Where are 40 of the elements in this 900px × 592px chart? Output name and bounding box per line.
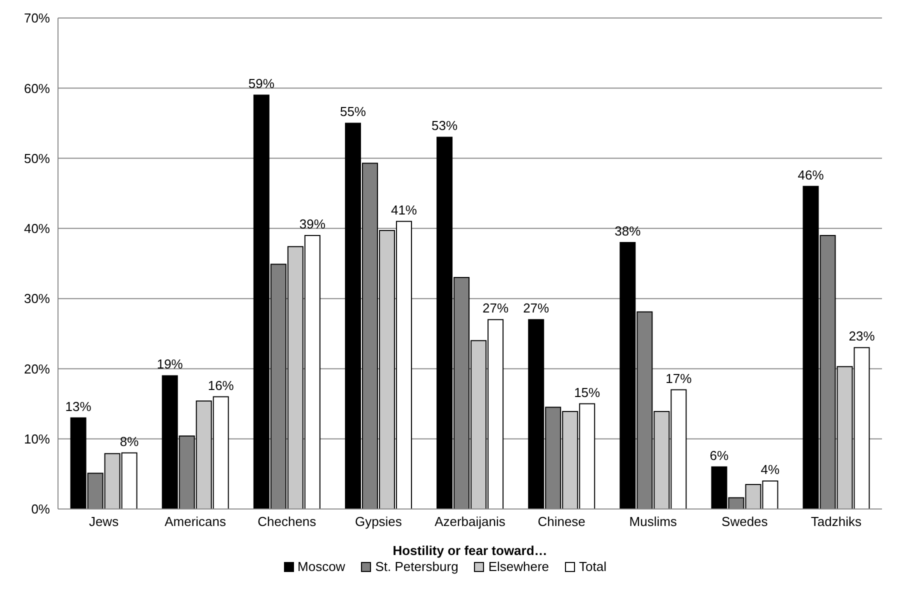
data-label: 8% bbox=[120, 434, 140, 449]
x-tick-label: Jews bbox=[88, 514, 120, 530]
y-tick-label: 60% bbox=[24, 80, 50, 96]
data-label: 38% bbox=[614, 223, 642, 238]
legend-label: Total bbox=[579, 559, 606, 574]
x-tick-label: Gypsies bbox=[354, 514, 402, 530]
x-tick-label: Tadzhiks bbox=[810, 514, 862, 530]
legend-label: St. Petersburg bbox=[375, 559, 458, 574]
data-label: 27% bbox=[482, 300, 509, 316]
legend-label: Moscow bbox=[298, 559, 346, 574]
data-label: 13% bbox=[65, 398, 92, 414]
x-tick-label: Americans bbox=[164, 514, 227, 530]
data-label: 6% bbox=[710, 448, 730, 463]
data-label: 19% bbox=[156, 356, 184, 372]
data-label: 17% bbox=[666, 370, 692, 386]
x-tick-label: Muslims bbox=[629, 514, 678, 530]
y-tick-label: 0% bbox=[31, 502, 50, 517]
data-label: 4% bbox=[760, 462, 780, 477]
legend-label: Elsewhere bbox=[488, 559, 550, 574]
data-label: 59% bbox=[248, 76, 275, 92]
y-tick-label: 20% bbox=[24, 361, 50, 376]
y-tick-label: 10% bbox=[24, 431, 50, 446]
data-label: 55% bbox=[340, 104, 366, 120]
x-tick-label: Azerbaijanis bbox=[434, 514, 506, 530]
data-label: 15% bbox=[574, 384, 601, 400]
x-tick-label: Chinese bbox=[538, 514, 586, 530]
y-tick-label: 50% bbox=[24, 150, 50, 166]
y-tick-label: 30% bbox=[24, 291, 50, 306]
data-label: 23% bbox=[848, 328, 876, 344]
data-label: 39% bbox=[299, 216, 326, 232]
x-tick-label: Chechens bbox=[258, 514, 317, 530]
y-tick-label: 70% bbox=[24, 10, 50, 26]
x-axis-title: Hostility or fear toward… bbox=[392, 543, 548, 558]
data-label: 41% bbox=[390, 202, 418, 218]
data-label: 27% bbox=[523, 300, 550, 316]
data-label: 16% bbox=[208, 378, 234, 393]
x-tick-label: Swedes bbox=[722, 514, 768, 530]
y-tick-label: 40% bbox=[24, 221, 50, 236]
data-label: 53% bbox=[432, 118, 458, 134]
data-label: 46% bbox=[798, 167, 824, 182]
